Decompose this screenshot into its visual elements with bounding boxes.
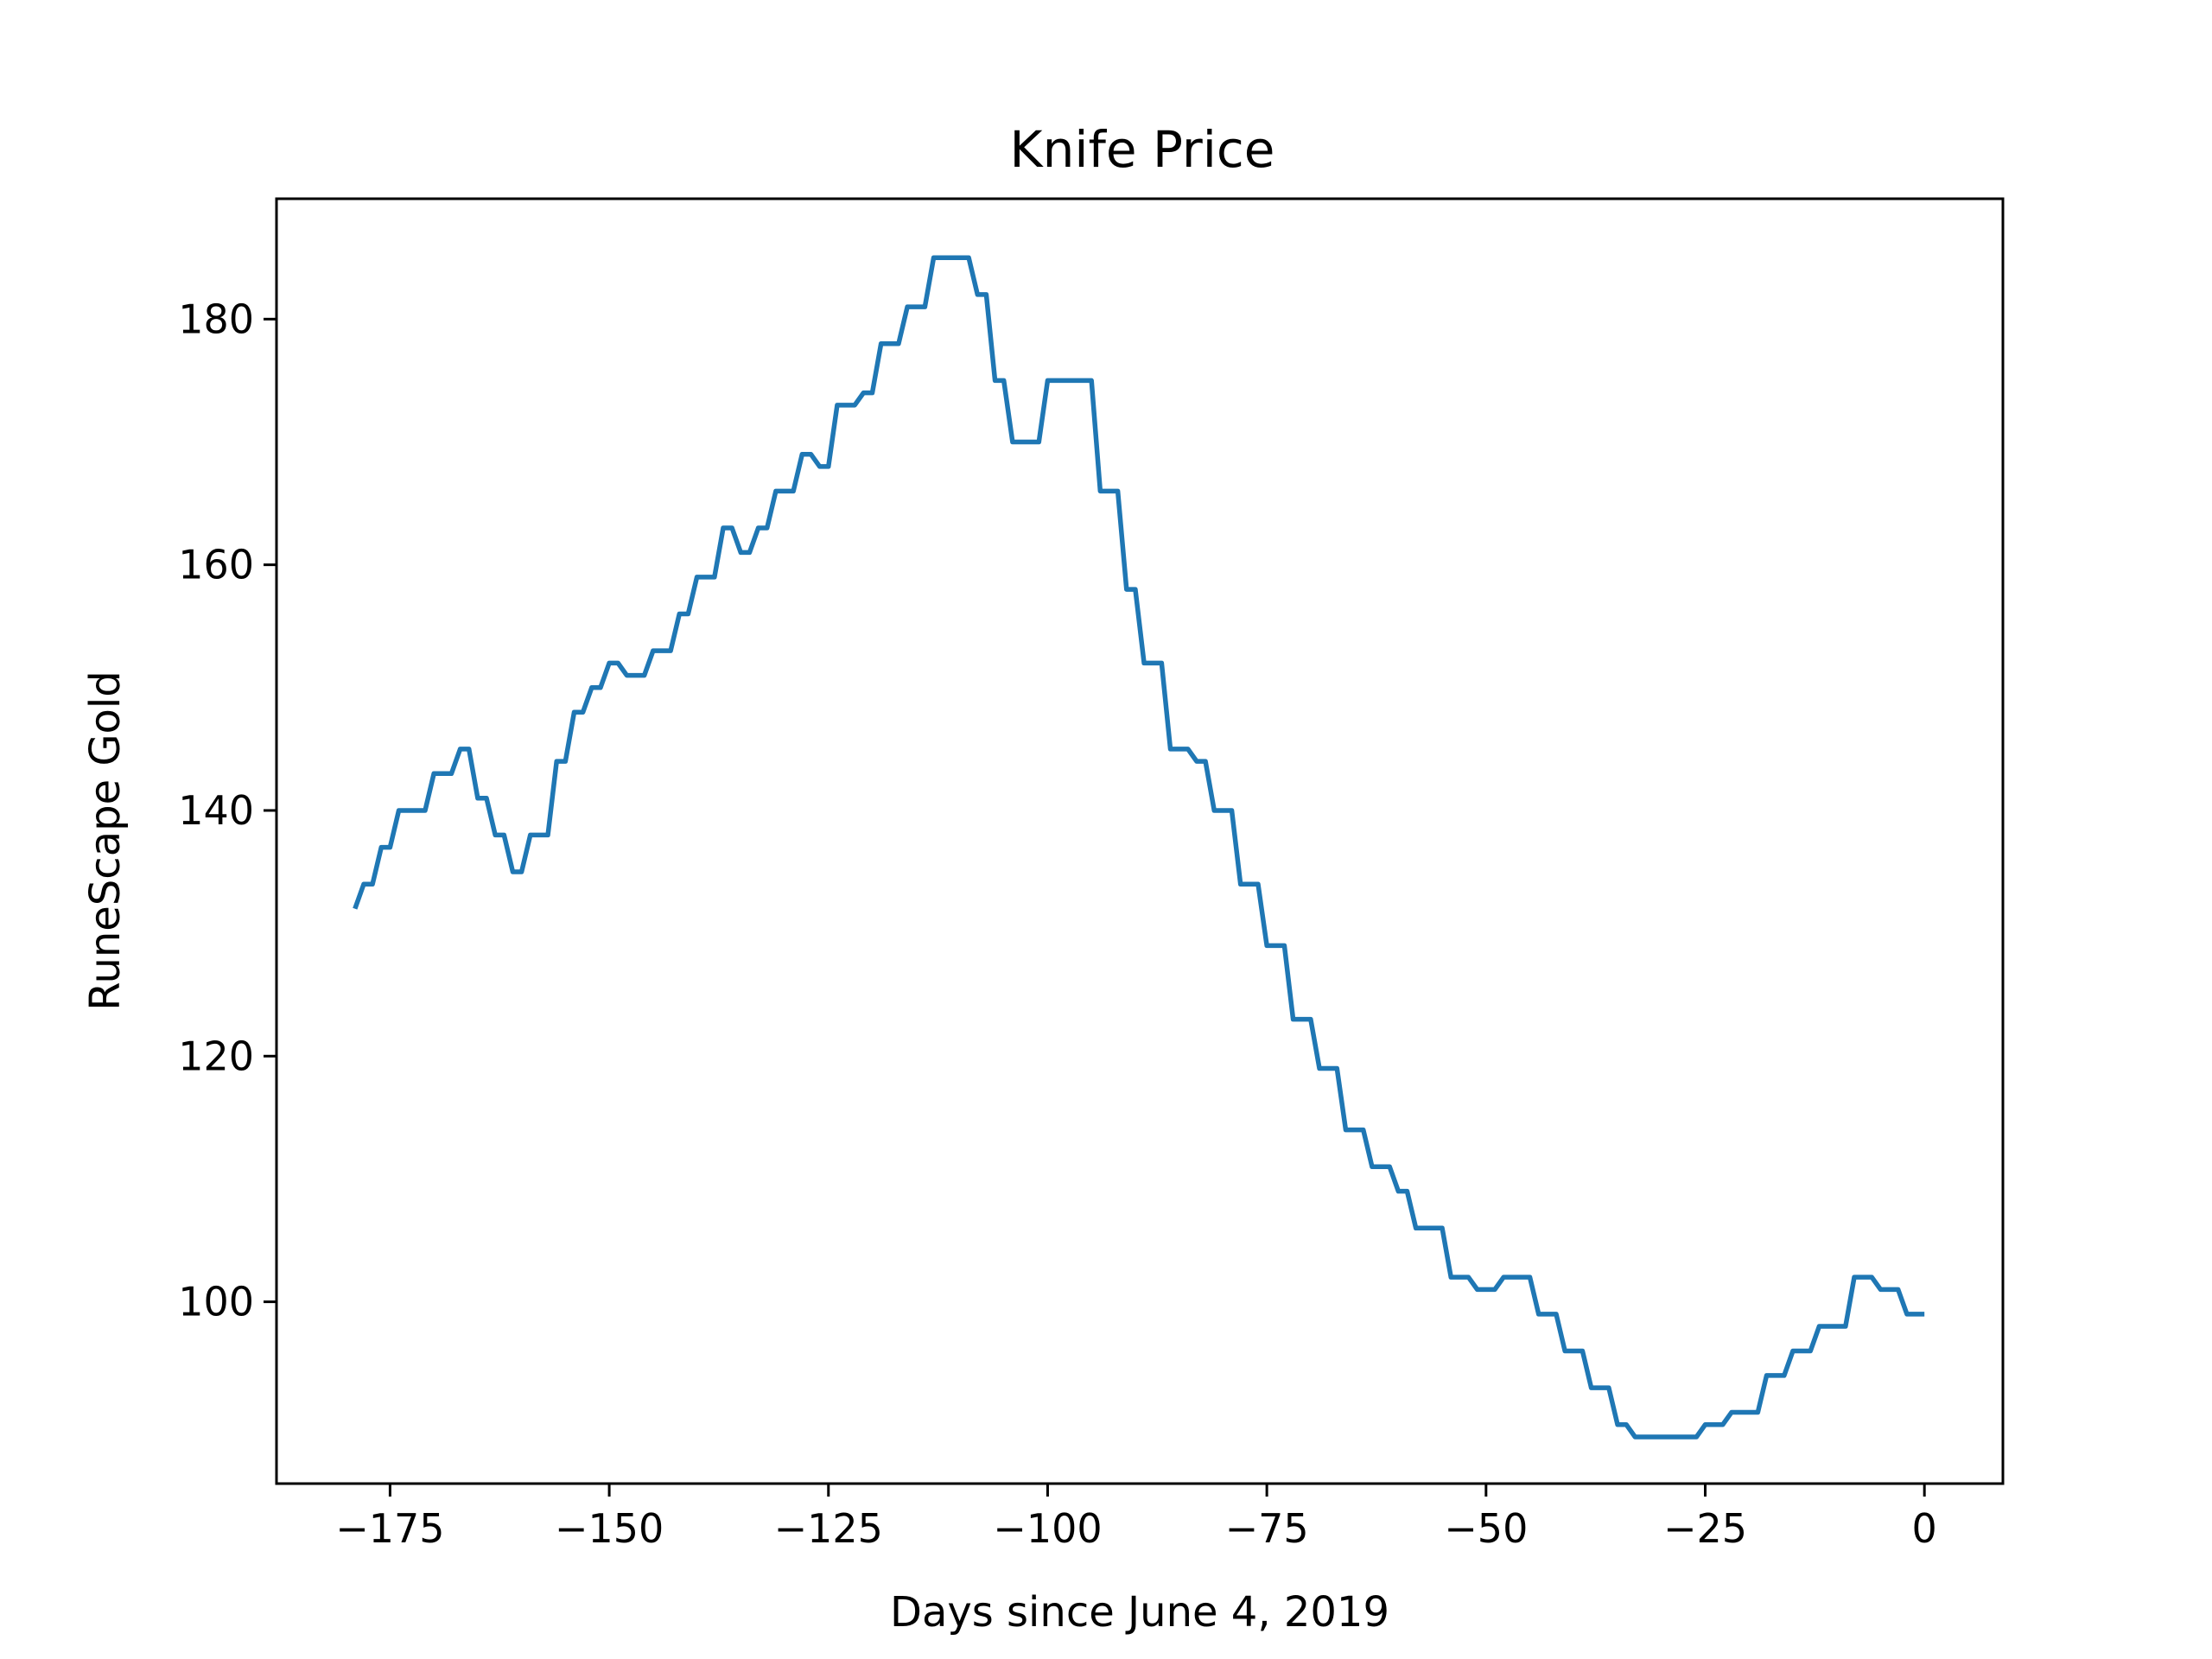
x-tick-label: −175 (335, 1505, 444, 1552)
y-tick-label: 120 (178, 1033, 254, 1079)
x-tick-label: −25 (1663, 1505, 1747, 1552)
x-tick-label: −100 (993, 1505, 1102, 1552)
y-tick-label: 160 (178, 542, 254, 588)
plot-area-frame (275, 197, 2005, 1485)
x-tick-label: −75 (1225, 1505, 1309, 1552)
y-axis-label: RuneScape Gold (81, 671, 130, 1010)
x-axis-label: Days since June 4, 2019 (890, 1588, 1389, 1637)
x-tick-label: 0 (1912, 1505, 1937, 1552)
series-line-0 (353, 255, 1925, 1440)
y-tick-label: 140 (178, 787, 254, 834)
x-tick-label: −150 (555, 1505, 664, 1552)
y-axis: 100 120 140 160 180 (178, 296, 276, 1325)
chart-title: Knife Price (1010, 120, 1275, 179)
x-tick-label: −50 (1444, 1505, 1528, 1552)
y-tick-label: 180 (178, 296, 254, 342)
x-tick-label: −125 (774, 1505, 883, 1552)
x-axis: −175 −150 −125 −100 −75 −50 −25 0 (335, 1484, 1937, 1552)
series-layer (353, 255, 1925, 1440)
y-tick-label: 100 (178, 1279, 254, 1325)
